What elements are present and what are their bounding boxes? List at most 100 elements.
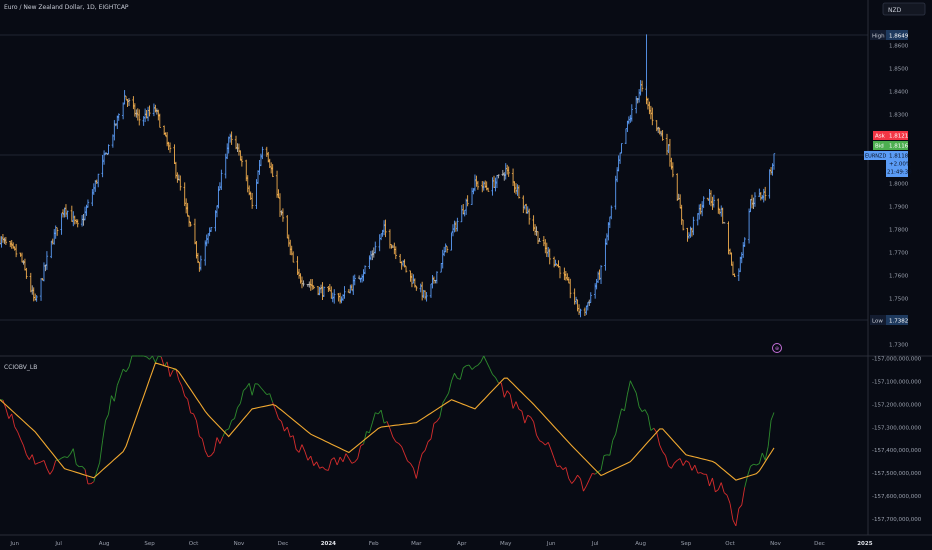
oscillator-segment [451, 373, 455, 382]
oscillator-segment [354, 458, 359, 463]
oscillator-segment [512, 401, 517, 409]
oscillator-segment [506, 390, 511, 395]
indicator-pane[interactable]: CCIOBV_LB [0, 355, 775, 527]
price-tick-label: 1.8500 [889, 67, 909, 73]
low-label-text: Low [872, 319, 883, 325]
oscillator-segment [495, 377, 499, 384]
oscillator-segment [20, 438, 24, 446]
oscillator-segment [81, 466, 86, 470]
oscillator-segment [160, 356, 165, 367]
indicator-tick-label: -157,700,000,000 [872, 517, 922, 523]
currency-scale-button[interactable]: NZD [882, 2, 926, 16]
oscillator-segment [621, 408, 625, 412]
oscillator-segment [407, 460, 411, 464]
oscillator-segment [609, 440, 614, 456]
oscillator-segment [234, 407, 238, 419]
oscillator-segment [574, 474, 578, 481]
oscillator-segment [717, 482, 722, 490]
oscillator-segment [116, 377, 121, 386]
oscillator-segment [333, 457, 338, 466]
price-pane[interactable] [0, 34, 868, 321]
oscillator-segment [380, 410, 385, 424]
oscillator-segment [565, 467, 570, 479]
oscillator-segment [58, 457, 62, 461]
oscillator-segment [360, 443, 364, 447]
oscillator-segment [694, 464, 699, 474]
time-tick-label: Jun [546, 541, 556, 547]
oscillator-segment [125, 366, 130, 373]
oscillator-segment [284, 426, 288, 432]
oscillator-segment [588, 473, 593, 480]
indicator-tick-label: -157,200,000,000 [872, 402, 922, 408]
oscillator-segment [371, 412, 376, 424]
oscillator-segment [331, 457, 335, 461]
oscillator-segment [366, 431, 370, 434]
countdown-text: 21:49:38 [887, 170, 912, 176]
low-value-text: 1.7382 [889, 319, 908, 325]
high-price-label: High 1.8649 [870, 30, 909, 40]
oscillator-segment [556, 465, 561, 468]
oscillator-segment [316, 461, 320, 469]
oscillator-segment [462, 365, 467, 369]
oscillator-segment [580, 478, 584, 492]
oscillator-segment [641, 409, 646, 412]
time-tick-label: 2025 [857, 541, 872, 547]
oscillator-segment [445, 392, 449, 399]
oscillator-segment [222, 430, 227, 437]
indicator-axis[interactable]: -157,000,000,000 -157,100,000,000 -157,200… [872, 356, 922, 523]
oscillator-segment [401, 446, 406, 455]
last-price-label: EURNZD 1.8118 +2.00% 21:49:38 [864, 151, 912, 177]
oscillator-segment [767, 420, 772, 447]
time-tick-label: Aug [99, 541, 110, 547]
oscillator-segment [298, 444, 303, 453]
currency-scale-label: NZD [888, 7, 902, 14]
oscillator-segment [102, 420, 106, 441]
time-tick-label: Dec [278, 541, 289, 547]
indicator-tick-label: -157,600,000,000 [872, 494, 922, 500]
oscillator-segment [272, 402, 277, 411]
oscillator-segment [527, 414, 531, 418]
time-axis[interactable]: Jun Jul Aug Sep Oct Nov Dec 2024 Feb Mar Apr May Jun… [9, 541, 872, 547]
oscillator-segment [310, 455, 315, 466]
oscillator-segment [11, 413, 16, 427]
oscillator-segment [152, 355, 156, 363]
oscillator-segment [427, 438, 432, 443]
price-tick-label: 1.7800 [889, 228, 909, 234]
oscillator-segment [530, 416, 534, 423]
oscillator-segment [357, 445, 362, 459]
oscillator-segment [389, 428, 394, 438]
oscillator-segment [195, 420, 200, 437]
price-tick-label: 1.7600 [889, 274, 909, 280]
oscillator-segment [647, 414, 652, 431]
oscillator-segment [181, 385, 186, 397]
oscillator-segment [43, 460, 48, 469]
oscillator-segment [339, 456, 344, 463]
oscillator-segment [726, 495, 731, 504]
oscillator-segment [149, 355, 153, 360]
oscillator-segment [327, 459, 332, 471]
oscillator-segment [345, 453, 350, 459]
oscillator-segment [545, 441, 549, 446]
oscillator-segment [697, 472, 701, 474]
oscillator-segment [536, 434, 540, 441]
oscillator-segment [178, 379, 183, 387]
oscillator-segment [175, 368, 180, 381]
oscillator-segment [84, 469, 89, 485]
oscillator-segment [715, 489, 719, 493]
oscillator-segment [377, 409, 382, 415]
time-tick-label: Nov [770, 541, 781, 547]
oscillator-segment [225, 428, 229, 431]
bid-value-text: 1.8116 [889, 144, 909, 150]
go-to-realtime-button[interactable]: ⊕ [772, 343, 782, 353]
oscillator-segment [237, 403, 241, 408]
oscillator-segment [492, 374, 496, 378]
oscillator-segment [5, 408, 10, 419]
oscillator-segment [231, 418, 235, 421]
oscillator-segment [351, 461, 355, 464]
oscillator-segment [753, 463, 757, 466]
oscillator-segment [723, 492, 728, 496]
oscillator-segment [275, 410, 279, 419]
oscillator-segment [547, 442, 552, 451]
time-tick-label: Feb [369, 541, 379, 547]
